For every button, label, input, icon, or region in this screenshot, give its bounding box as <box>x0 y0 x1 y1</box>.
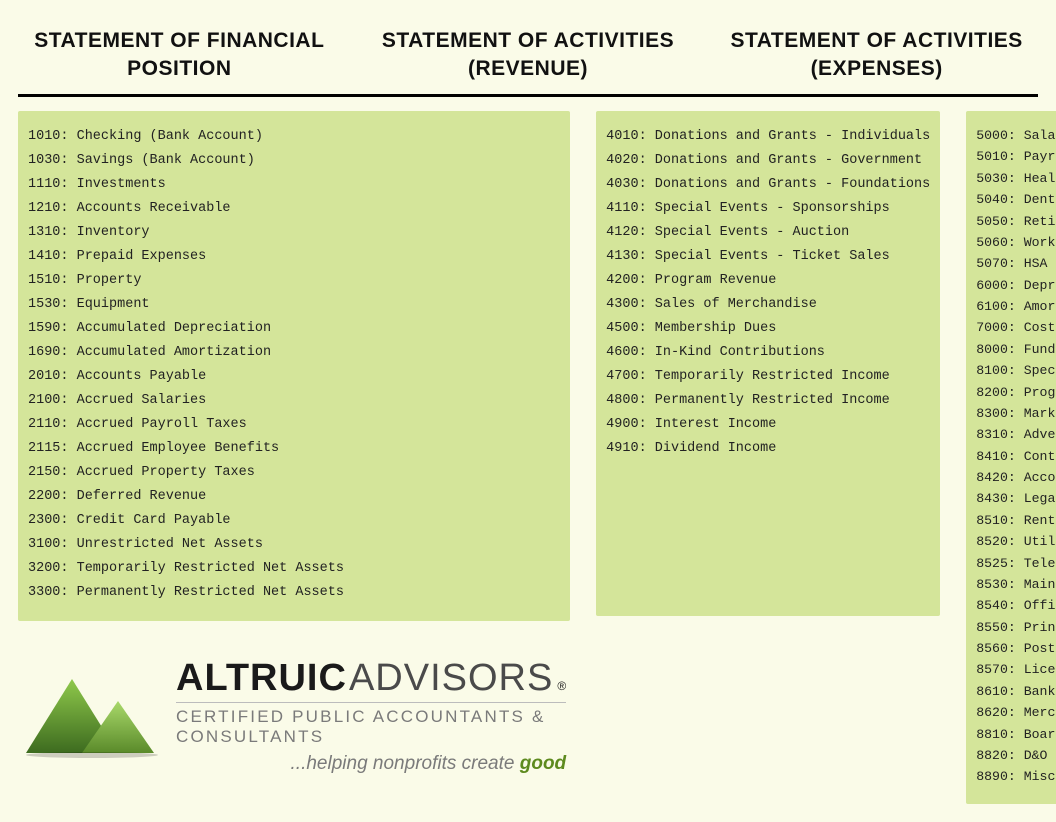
account-line: 5050: Retirement Benefits <box>976 211 1056 232</box>
account-line: 4130: Special Events - Ticket Sales <box>606 245 930 269</box>
account-line: 3100: Unrestricted Net Assets <box>28 533 560 557</box>
account-line: 1210: Accounts Receivable <box>28 197 560 221</box>
col1-heading: STATEMENT OF FINANCIAL POSITION <box>34 26 324 84</box>
headings-row: STATEMENT OF FINANCIAL POSITION STATEMEN… <box>18 26 1038 84</box>
account-line: 1010: Checking (Bank Account) <box>28 125 560 149</box>
account-line: 4120: Special Events - Auction <box>606 221 930 245</box>
account-line: 5000: Salaries and Wages <box>976 125 1056 146</box>
col2-heading: STATEMENT OF ACTIVITIES (REVENUE) <box>382 26 674 84</box>
account-line: 2110: Accrued Payroll Taxes <box>28 413 560 437</box>
account-line: 8570: Licenses and Permits <box>976 659 1056 680</box>
account-line: 8820: D&O Insurance <box>976 745 1056 766</box>
account-line: 1590: Accumulated Depreciation <box>28 317 560 341</box>
logo-text: ALTRUICADVISORS ® CERTIFIED PUBLIC ACCOUN… <box>176 657 566 775</box>
account-line: 2100: Accrued Salaries <box>28 389 560 413</box>
account-line: 2200: Deferred Revenue <box>28 485 560 509</box>
position-panel: 1010: Checking (Bank Account)1030: Savin… <box>18 111 570 621</box>
logo-block: ALTRUICADVISORS ® CERTIFIED PUBLIC ACCOUN… <box>18 649 570 775</box>
tagline-prefix: ...helping nonprofits create <box>291 753 520 774</box>
account-line: 8530: Maintenance and Repairs <box>976 574 1056 595</box>
revenue-panel: 4010: Donations and Grants - Individuals… <box>596 111 940 616</box>
account-line: 1530: Equipment <box>28 293 560 317</box>
account-line: 8620: Merchant Service Fees <box>976 702 1056 723</box>
account-line: 8560: Postage and Shipping <box>976 638 1056 659</box>
account-line: 1690: Accumulated Amortization <box>28 341 560 365</box>
account-line: 1410: Prepaid Expenses <box>28 245 560 269</box>
expenses-panel: 5000: Salaries and Wages5010: Payroll Ta… <box>966 111 1056 804</box>
account-line: 4010: Donations and Grants - Individuals <box>606 125 930 149</box>
account-line: 4900: Interest Income <box>606 413 930 437</box>
account-line: 8310: Advertising <box>976 424 1056 445</box>
account-line: 4700: Temporarily Restricted Income <box>606 365 930 389</box>
account-line: 4910: Dividend Income <box>606 437 930 461</box>
account-line: 4200: Program Revenue <box>606 269 930 293</box>
account-line: 8200: Program Expenses <box>976 382 1056 403</box>
brand-tagline: ...helping nonprofits create good <box>176 753 566 775</box>
brand-subtitle: CERTIFIED PUBLIC ACCOUNTANTS & CONSULTAN… <box>176 702 566 747</box>
account-line: 8525: Telecommunications <box>976 553 1056 574</box>
account-line: 4600: In-Kind Contributions <box>606 341 930 365</box>
logo: ALTRUICADVISORS ® CERTIFIED PUBLIC ACCOUN… <box>22 657 566 775</box>
brand-bold: ALTRUIC <box>176 657 347 700</box>
account-line: 8510: Rent Expense <box>976 510 1056 531</box>
account-line: 8430: Legal Services <box>976 488 1056 509</box>
section-divider <box>18 94 1038 97</box>
account-line: 4800: Permanently Restricted Income <box>606 389 930 413</box>
account-line: 5070: HSA Contributions <box>976 253 1056 274</box>
account-line: 4110: Special Events - Sponsorships <box>606 197 930 221</box>
left-middle-stack: 1010: Checking (Bank Account)1030: Savin… <box>18 111 940 775</box>
brand-line: ALTRUICADVISORS ® <box>176 657 566 700</box>
account-line: 2115: Accrued Employee Benefits <box>28 437 560 461</box>
panels-row: 1010: Checking (Bank Account)1030: Savin… <box>18 111 1038 804</box>
account-line: 3200: Temporarily Restricted Net Assets <box>28 557 560 581</box>
tagline-good: good <box>520 753 566 774</box>
account-line: 5010: Payroll Taxes <box>976 146 1056 167</box>
account-line: 6100: Amortization Expense <box>976 296 1056 317</box>
account-line: 8410: Contract Services <box>976 446 1056 467</box>
account-line: 8550: Printing and Copying <box>976 617 1056 638</box>
account-line: 4300: Sales of Merchandise <box>606 293 930 317</box>
col1-header-wrap: STATEMENT OF FINANCIAL POSITION <box>18 26 341 84</box>
account-line: 4030: Donations and Grants - Foundations <box>606 173 930 197</box>
account-line: 5060: Workers Compensation <box>976 232 1056 253</box>
account-line: 8520: Utilities <box>976 531 1056 552</box>
account-line: 6000: Depreciation Expense <box>976 275 1056 296</box>
col3-heading: STATEMENT OF ACTIVITIES (EXPENSES) <box>731 26 1023 84</box>
brand-light: ADVISORS <box>349 657 553 700</box>
account-line: 3300: Permanently Restricted Net Assets <box>28 581 560 605</box>
account-line: 8420: Accounting Services <box>976 467 1056 488</box>
account-line: 1310: Inventory <box>28 221 560 245</box>
registered-mark: ® <box>557 679 566 693</box>
account-line: 5030: Health Insurance <box>976 168 1056 189</box>
account-line: 1030: Savings (Bank Account) <box>28 149 560 173</box>
col2-header-wrap: STATEMENT OF ACTIVITIES (REVENUE) <box>367 26 690 84</box>
account-line: 8540: Office Supplies <box>976 595 1056 616</box>
account-line: 8300: Marketing and Branding <box>976 403 1056 424</box>
account-line: 4500: Membership Dues <box>606 317 930 341</box>
mountain-icon <box>22 673 162 759</box>
account-line: 2300: Credit Card Payable <box>28 509 560 533</box>
account-line: 2150: Accrued Property Taxes <box>28 461 560 485</box>
account-line: 7000: Cost of Goods Sold <box>976 317 1056 338</box>
account-line: 8890: Miscellaneous Expenses <box>976 766 1056 787</box>
account-line: 5040: Dental Insurance <box>976 189 1056 210</box>
col3-header-wrap: STATEMENT OF ACTIVITIES (EXPENSES) <box>715 26 1038 84</box>
account-line: 1110: Investments <box>28 173 560 197</box>
account-line: 8610: Bank Fees <box>976 681 1056 702</box>
page-root: STATEMENT OF FINANCIAL POSITION STATEMEN… <box>0 0 1056 822</box>
account-line: 8100: Special Event Expenses <box>976 360 1056 381</box>
account-line: 4020: Donations and Grants - Government <box>606 149 930 173</box>
account-line: 1510: Property <box>28 269 560 293</box>
account-line: 8810: Board Expenses <box>976 724 1056 745</box>
account-line: 2010: Accounts Payable <box>28 365 560 389</box>
account-line: 8000: Fundraising Expenses <box>976 339 1056 360</box>
